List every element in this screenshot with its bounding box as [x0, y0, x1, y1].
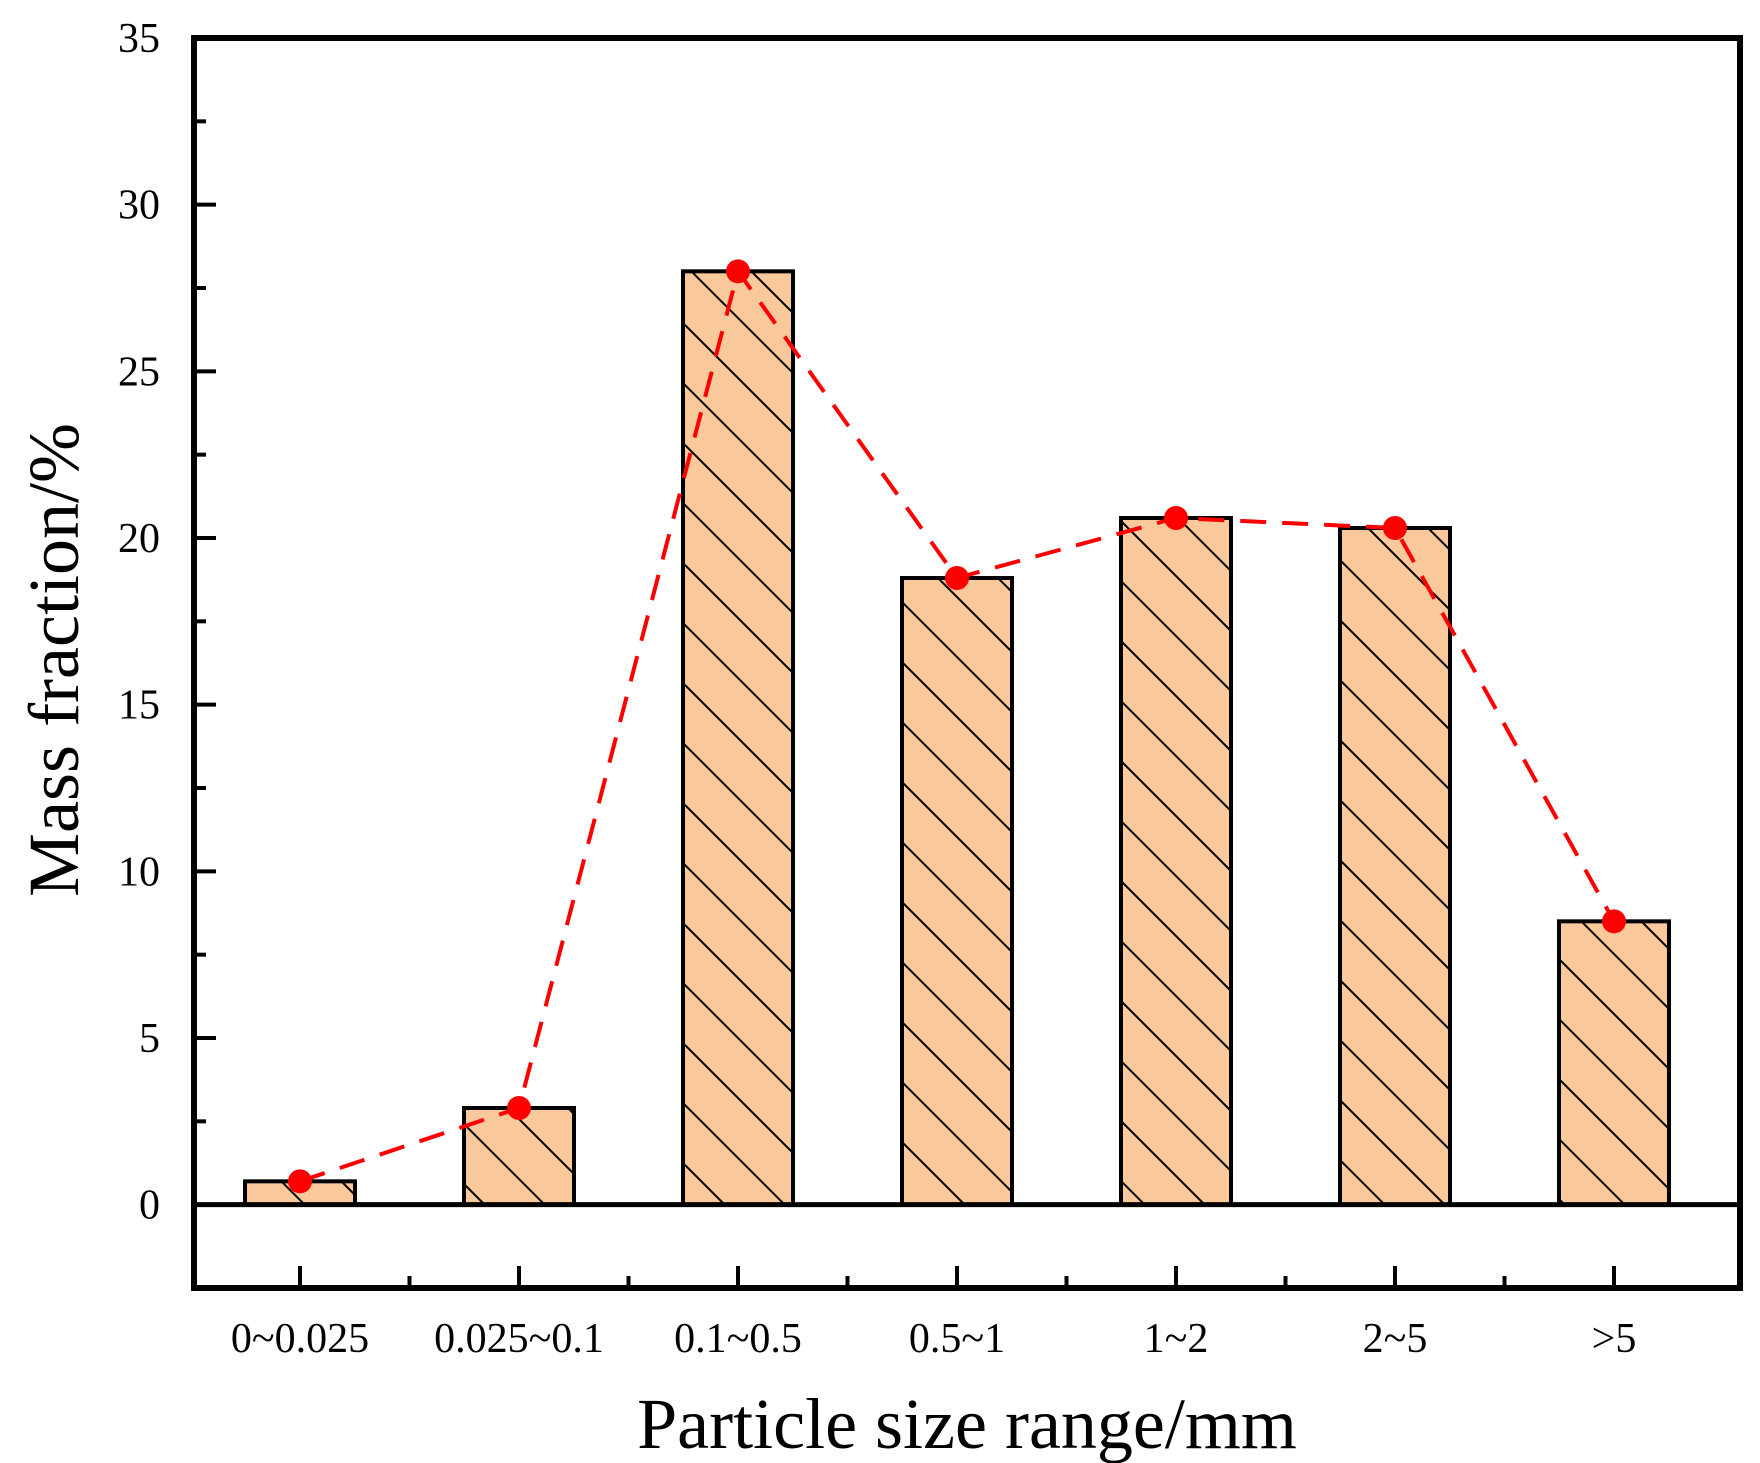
bar-hatch [900, 576, 1014, 1207]
y-tick-label: 5 [139, 1016, 160, 1062]
trend-point-6 [1383, 516, 1407, 540]
bar-hatch [1338, 526, 1452, 1207]
trend-line-group [288, 259, 1626, 1194]
x-tick-label: >5 [1592, 1316, 1637, 1362]
y-axis: 0 5 10 15 20 25 30 35 [118, 16, 216, 1229]
bar-hatch [462, 1106, 576, 1207]
bar-3 [681, 269, 795, 1207]
trend-point-7 [1602, 909, 1626, 934]
bar-hatch [681, 269, 795, 1207]
y-tick-label: 35 [118, 16, 160, 62]
trend-point-5 [1164, 506, 1188, 530]
y-tick-label: 30 [118, 183, 160, 229]
y-tick-label: 20 [118, 516, 160, 562]
trend-point-2 [507, 1096, 531, 1120]
x-tick-label: 0.5~1 [909, 1316, 1005, 1362]
bar-hatch [1557, 919, 1671, 1207]
y-tick-label: 10 [118, 849, 160, 895]
trend-point-1 [288, 1169, 312, 1194]
x-tick-label: 2~5 [1363, 1316, 1428, 1362]
y-tick-label: 25 [118, 349, 160, 395]
y-tick-label: 0 [139, 1183, 160, 1229]
x-tick-label: 1~2 [1144, 1316, 1209, 1362]
bars-group [243, 269, 1671, 1207]
y-axis-title: Mass fraction/% [14, 423, 94, 897]
bar-4 [900, 576, 1014, 1207]
bar-2 [462, 1106, 576, 1207]
x-axis: 0~0.025 0.025~0.1 0.1~0.5 0.5~1 1~2 2~5 >5 [231, 1266, 1636, 1362]
x-axis-title: Particle size range/mm [637, 1384, 1297, 1463]
bar-7 [1557, 919, 1671, 1207]
x-tick-label: 0.1~0.5 [674, 1316, 802, 1362]
x-tick-label: 0~0.025 [231, 1316, 369, 1362]
trend-point-3 [726, 259, 750, 284]
y-tick-label: 15 [118, 683, 160, 729]
x-tick-label: 0.025~0.1 [434, 1316, 604, 1362]
bar-6 [1338, 526, 1452, 1207]
trend-point-4 [945, 566, 969, 590]
bar-hatch [1119, 516, 1233, 1207]
bar-5 [1119, 516, 1233, 1207]
plot-frame [191, 35, 1743, 1291]
